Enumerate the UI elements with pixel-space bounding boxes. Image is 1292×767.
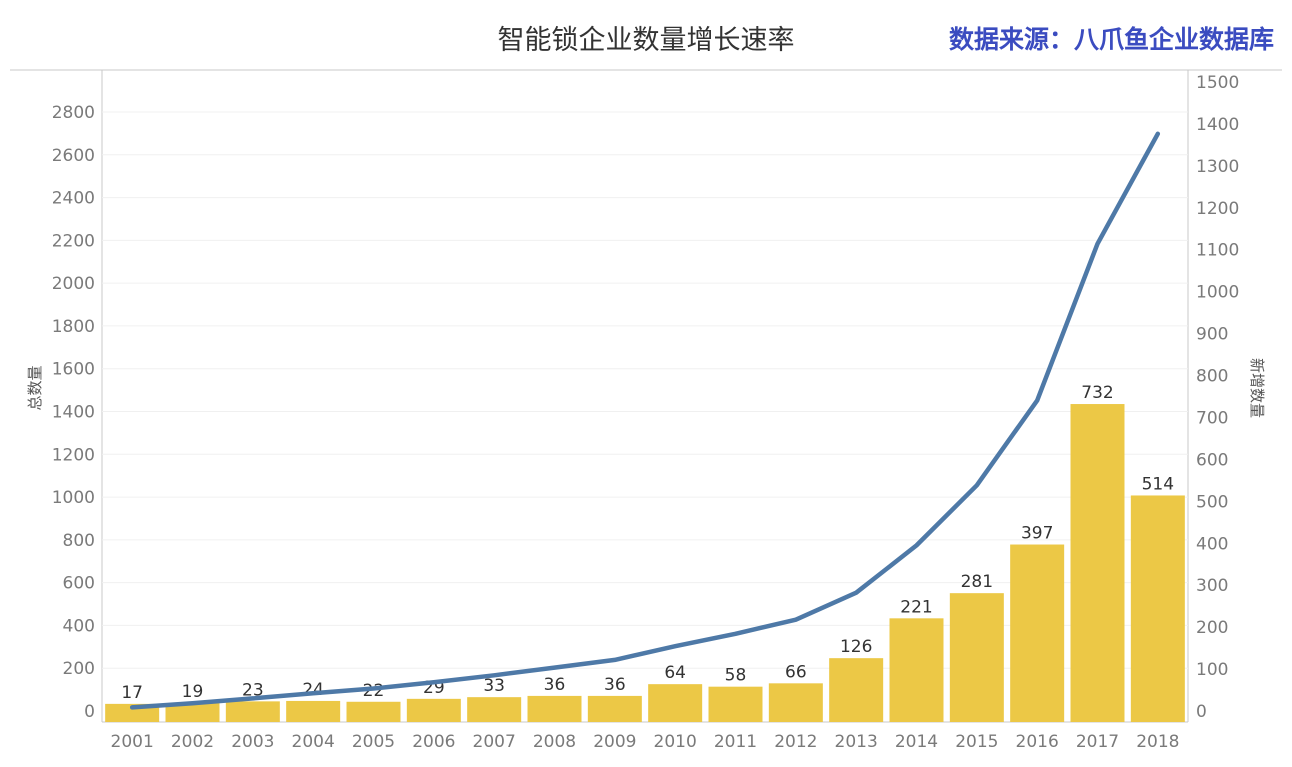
x-axis-tick-label: 2017 — [1076, 732, 1119, 752]
bar — [1070, 404, 1125, 722]
bar — [768, 683, 823, 722]
left-axis-title: 总数量 — [26, 365, 44, 410]
left-axis-tick-label: 2600 — [52, 146, 95, 166]
right-axis-tick-label: 1000 — [1196, 283, 1239, 303]
right-axis-tick-label: 300 — [1196, 576, 1228, 596]
left-axis-tick-label: 200 — [63, 659, 95, 679]
right-axis-tick-label: 1100 — [1196, 241, 1239, 261]
bar — [286, 700, 341, 722]
bar — [165, 703, 220, 722]
chart-title: 智能锁企业数量增长速率 — [497, 25, 795, 56]
right-axis-tick-label: 500 — [1196, 492, 1228, 512]
x-axis-tick-label: 2004 — [292, 732, 335, 752]
left-axis-tick-label: 1800 — [52, 317, 95, 337]
bar — [1130, 495, 1185, 722]
bar-value-label: 19 — [182, 682, 204, 702]
right-axis-tick-label: 400 — [1196, 534, 1228, 554]
right-axis-tick-label: 200 — [1196, 618, 1228, 638]
x-axis-tick-label: 2001 — [111, 732, 154, 752]
left-axis-tick-label: 2400 — [52, 189, 95, 209]
bar — [829, 658, 884, 722]
bar — [889, 618, 944, 722]
bar — [346, 701, 401, 722]
right-axis-tick-label: 1300 — [1196, 157, 1239, 177]
left-axis-tick-label: 1000 — [52, 488, 95, 508]
x-axis-tick-label: 2008 — [533, 732, 576, 752]
bar-value-label: 23 — [242, 680, 264, 700]
bar-value-label: 36 — [544, 675, 566, 695]
right-axis-tick-label: 800 — [1196, 367, 1228, 387]
bar-value-label: 126 — [840, 637, 872, 657]
left-axis-tick-label: 2000 — [52, 274, 95, 294]
x-axis-tick-label: 2002 — [171, 732, 214, 752]
x-axis-tick-label: 2007 — [473, 732, 516, 752]
right-axis-tick-label: 900 — [1196, 325, 1228, 345]
bar — [648, 684, 703, 722]
total-count-line — [129, 131, 1161, 710]
left-axis-tick-label: 1600 — [52, 360, 95, 380]
x-axis-tick-label: 2013 — [835, 732, 878, 752]
bar-value-label: 281 — [961, 572, 993, 592]
left-axis-tick-label: 400 — [63, 616, 95, 636]
bar-value-label: 732 — [1081, 383, 1113, 403]
right-axis-tick-label: 700 — [1196, 408, 1228, 428]
bar-value-label: 66 — [785, 662, 807, 682]
right-axis-tick-label: 1500 — [1196, 73, 1239, 93]
bar — [527, 695, 582, 722]
bar-value-label: 17 — [121, 683, 143, 703]
bar-value-label: 33 — [483, 676, 505, 696]
right-axis-tick-label: 1200 — [1196, 199, 1239, 219]
left-axis-tick-label: 0 — [84, 702, 95, 722]
x-axis-tick-label: 2005 — [352, 732, 395, 752]
left-axis-tick-label: 2200 — [52, 231, 95, 251]
left-axis-tick-label: 2800 — [52, 103, 95, 123]
x-axis-tick-label: 2014 — [895, 732, 938, 752]
right-axis-tick-label: 600 — [1196, 450, 1228, 470]
bar — [708, 686, 763, 722]
x-axis-tick-label: 2003 — [231, 732, 274, 752]
left-axis-tick-label: 1400 — [52, 403, 95, 423]
x-axis-tick-label: 2006 — [412, 732, 455, 752]
bar-value-label: 24 — [302, 680, 324, 700]
right-axis-tick-label: 0 — [1196, 702, 1207, 722]
left-axis-tick-label: 1200 — [52, 445, 95, 465]
bar-value-label: 397 — [1021, 524, 1053, 544]
bar-value-label: 221 — [900, 597, 932, 617]
bar-value-label: 58 — [725, 666, 747, 686]
x-axis-tick-label: 2015 — [955, 732, 998, 752]
bar-value-label: 36 — [604, 675, 626, 695]
x-axis-tick-label: 2011 — [714, 732, 757, 752]
x-axis-tick-label: 2016 — [1016, 732, 1059, 752]
x-axis-tick-label: 2012 — [774, 732, 817, 752]
bar-value-label: 64 — [664, 663, 686, 683]
x-axis-tick-label: 2018 — [1136, 732, 1179, 752]
x-axis-tick-label: 2009 — [593, 732, 636, 752]
bar — [406, 698, 461, 722]
bar — [225, 701, 280, 722]
data-source-note: 数据来源：八爪鱼企业数据库 — [948, 25, 1274, 54]
left-axis-tick-label: 800 — [63, 531, 95, 551]
x-axis-tick-label: 2010 — [654, 732, 697, 752]
right-axis-tick-label: 100 — [1196, 660, 1228, 680]
bar-value-label: 514 — [1142, 474, 1174, 494]
left-axis-tick-label: 600 — [63, 574, 95, 594]
right-axis-title: 新增数量 — [1248, 358, 1266, 418]
right-axis-tick-label: 1400 — [1196, 115, 1239, 135]
bar — [1010, 544, 1065, 722]
bar — [467, 697, 522, 722]
bar — [949, 593, 1004, 722]
bar — [587, 695, 642, 722]
